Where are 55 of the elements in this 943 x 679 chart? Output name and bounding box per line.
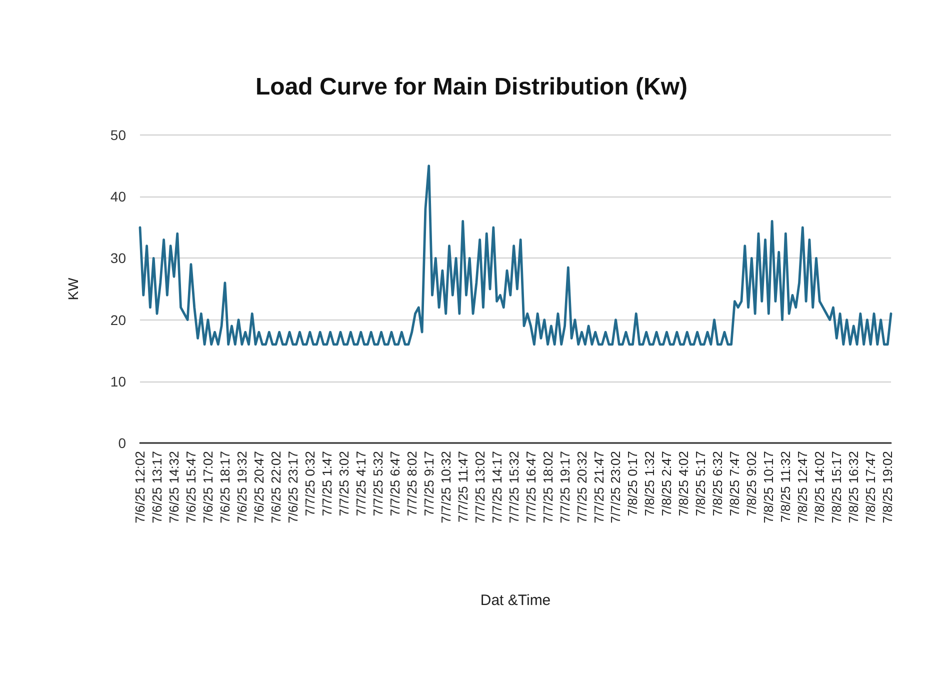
x-tick-label: 7/7/25 8:02	[404, 451, 420, 516]
y-tick-label: 20	[110, 312, 126, 328]
x-tick-label: 7/7/25 11:47	[455, 451, 470, 522]
x-axis-title: Dat &Time	[480, 592, 551, 609]
chart-title: Load Curve for Main Distribution (Kw)	[256, 74, 688, 100]
x-tick-label: 7/7/25 5:32	[370, 451, 386, 516]
x-tick-label: 7/6/25 23:17	[285, 451, 300, 524]
x-tick-label: 7/7/25 15:32	[506, 451, 522, 524]
x-tick-label: 7/7/25 19:17	[557, 451, 572, 524]
x-tick-label: 7/8/25 19:02	[880, 451, 896, 524]
y-tick-label: 30	[110, 250, 126, 266]
x-tick-label: 7/6/25 12:02	[132, 451, 148, 524]
x-tick-label: 7/7/25 23:02	[608, 451, 624, 524]
x-tick-label: 7/7/25 3:02	[336, 451, 352, 516]
x-tick-label: 7/7/25 18:02	[540, 451, 556, 524]
x-tick-label: 7/7/25 10:32	[438, 451, 454, 524]
x-tick-label: 7/8/25 12:47	[795, 451, 810, 524]
x-tick-label: 7/7/25 21:47	[591, 451, 606, 524]
x-tick-label: 7/6/25 20:47	[251, 451, 266, 524]
x-tick-label: 7/7/25 9:17	[421, 451, 436, 516]
x-tick-label: 7/8/25 1:32	[642, 451, 658, 516]
x-tick-label: 7/6/25 19:32	[234, 451, 250, 524]
x-tick-label: 7/7/25 20:32	[574, 451, 590, 524]
x-tick-label: 7/8/25 9:02	[744, 451, 760, 516]
x-tick-label: 7/7/25 4:17	[353, 451, 368, 516]
x-tick-label: 7/7/25 6:47	[387, 451, 402, 516]
y-tick-label: 40	[110, 188, 126, 205]
x-tick-label: 7/6/25 18:17	[217, 451, 232, 524]
x-tick-label: 7/6/25 13:17	[149, 451, 164, 524]
x-tick-label: 7/7/25 0:32	[302, 451, 318, 516]
x-tick-label: 7/8/25 4:02	[676, 451, 692, 516]
x-tick-label: 7/6/25 15:47	[183, 451, 198, 524]
x-tick-label: 7/8/25 6:32	[710, 451, 726, 516]
y-tick-label: 0	[118, 435, 126, 451]
x-tick-label: 7/8/25 11:32	[778, 451, 794, 522]
x-tick-label: 7/8/25 5:17	[693, 451, 708, 516]
line-series	[138, 164, 892, 346]
x-tick-label: 7/8/25 10:17	[761, 451, 776, 524]
x-tick-label: 7/7/25 14:17	[489, 451, 504, 524]
x-tick-label: 7/7/25 1:47	[319, 451, 334, 516]
x-tick-label: 7/7/25 13:02	[472, 451, 488, 524]
x-tick-label: 7/6/25 14:32	[166, 451, 182, 524]
x-tick-label: 7/7/25 16:47	[523, 451, 538, 524]
y-tick-label: 50	[110, 127, 126, 143]
x-tick-label: 7/8/25 7:47	[727, 451, 742, 516]
x-tick-label: 7/8/25 0:17	[625, 451, 640, 516]
y-tick-label: 10	[110, 373, 126, 390]
y-axis-title: KW	[65, 276, 81, 300]
x-tick-label: 7/8/25 15:17	[829, 451, 844, 524]
x-tick-label: 7/8/25 17:47	[863, 451, 878, 524]
x-tick-label: 7/8/25 16:32	[846, 451, 862, 524]
x-tick-label: 7/8/25 2:47	[659, 451, 674, 516]
x-tick-label: 7/6/25 17:02	[200, 451, 216, 524]
x-tick-label: 7/8/25 14:02	[812, 451, 828, 524]
x-tick-label: 7/6/25 22:02	[268, 451, 284, 524]
